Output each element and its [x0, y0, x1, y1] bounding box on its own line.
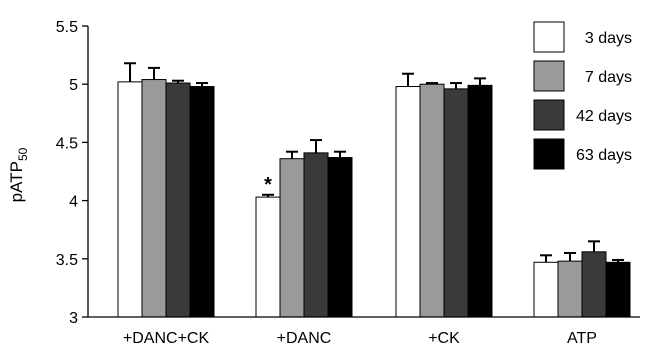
- bar: [141, 79, 167, 318]
- axes: 33.544.555.5+DANC+CK +DANC +CK ATP: [56, 19, 640, 347]
- y-tick-label: 4.5: [56, 135, 78, 152]
- bar: [165, 82, 191, 318]
- y-tick-label: 3.5: [56, 252, 78, 269]
- bar: [605, 261, 631, 318]
- bar: [395, 86, 421, 318]
- legend-swatch: [533, 138, 565, 170]
- x-tick-label: +CK: [428, 330, 460, 347]
- y-tick-label: 4: [69, 194, 78, 211]
- y-axis-label-main: pATP: [7, 161, 26, 202]
- legend-swatch: [533, 99, 565, 131]
- bar: [255, 196, 281, 318]
- bar: [443, 88, 469, 318]
- significance-marker: *: [264, 174, 272, 196]
- error-bars: [124, 62, 624, 263]
- y-axis-label: pATP50: [7, 147, 30, 202]
- bar: [303, 152, 329, 318]
- legend-swatch: [533, 21, 565, 53]
- legend: 3 days 7 days 42 days 63 days: [533, 21, 632, 170]
- bar: [581, 251, 607, 318]
- y-tick-label: 5: [69, 77, 78, 94]
- legend-swatch: [533, 60, 565, 92]
- bar: [419, 83, 445, 318]
- bar: [117, 81, 143, 318]
- x-tick-label: +DANC: [277, 330, 332, 347]
- bar: [189, 86, 215, 318]
- legend-label: 42 days: [576, 108, 632, 125]
- annotations: *: [264, 174, 272, 196]
- x-tick-label: ATP: [567, 330, 597, 347]
- y-axis-label-text: pATP50: [7, 147, 30, 202]
- bar: [557, 260, 583, 318]
- bar: [533, 261, 559, 318]
- y-tick-label: 5.5: [56, 19, 78, 36]
- legend-label: 3 days: [585, 30, 632, 47]
- legend-label: 7 days: [585, 69, 632, 86]
- bar: [327, 157, 353, 318]
- bar: [467, 84, 493, 318]
- y-tick-label: 3: [69, 310, 78, 327]
- x-tick-label: +DANC+CK: [123, 330, 210, 347]
- y-axis-label-subscript: 50: [16, 147, 30, 161]
- bar: [279, 158, 305, 318]
- legend-label: 63 days: [576, 147, 632, 164]
